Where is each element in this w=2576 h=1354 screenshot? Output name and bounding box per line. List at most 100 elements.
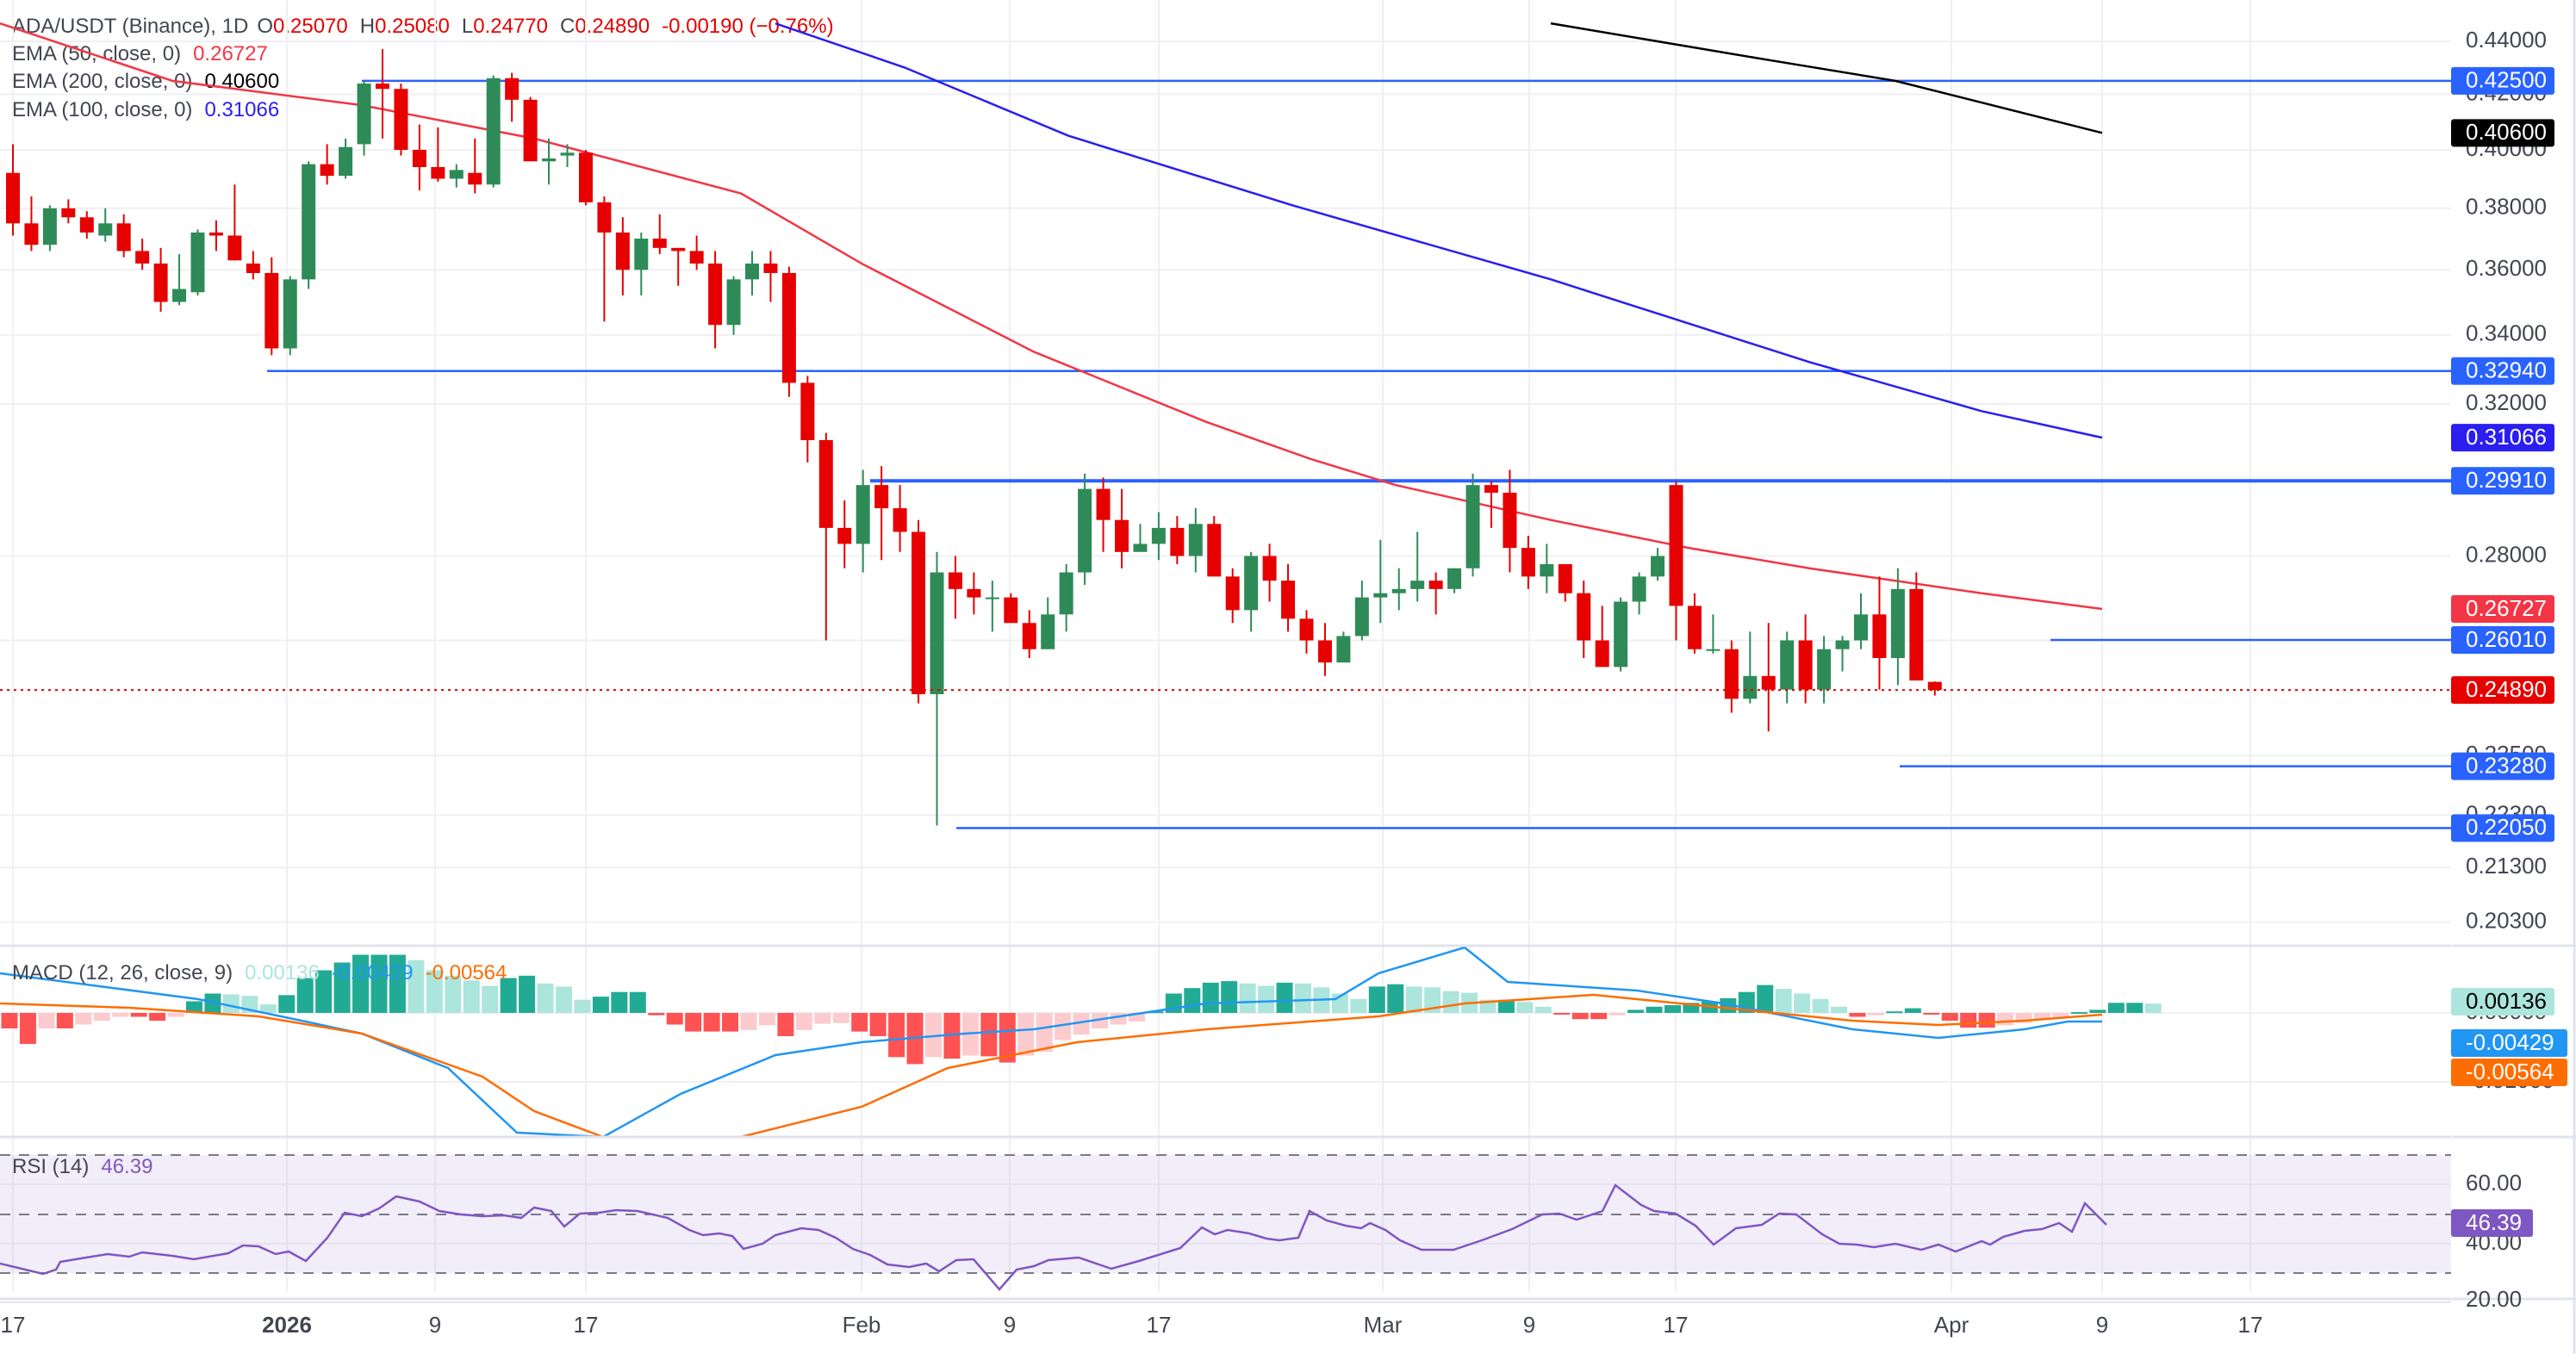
candle-body	[1151, 527, 1166, 544]
macd-histogram-bar	[537, 983, 554, 1013]
price-badge	[2451, 625, 2554, 654]
macd-histogram-bar	[1, 1013, 18, 1028]
price-axis[interactable]: 0.440000.420000.400000.380000.360000.340…	[2451, 27, 2567, 1312]
macd-histogram-bar	[648, 1013, 665, 1016]
candle-body	[1817, 649, 1832, 690]
candle-body	[1503, 493, 1517, 549]
candle-body	[1133, 543, 1148, 552]
macd-histogram-bar	[1387, 984, 1404, 1013]
time-axis-label: Feb	[843, 1312, 881, 1338]
signal-line	[0, 993, 2103, 1139]
candle-body	[339, 146, 353, 177]
candle-body	[1115, 519, 1129, 552]
macd-histogram-bar	[980, 1013, 998, 1057]
candle-body	[1577, 593, 1591, 641]
macd-histogram-bar	[296, 978, 314, 1013]
macd-histogram-bar	[75, 1013, 92, 1025]
macd-histogram-bar	[222, 994, 240, 1013]
candle-body	[763, 263, 778, 273]
ema200-line	[1550, 22, 2103, 134]
macd-histogram-bar	[2144, 1003, 2162, 1013]
ema50-legend[interactable]: EMA (50, close, 0) 0.26727	[12, 41, 280, 67]
macd-histogram-bar	[611, 991, 628, 1013]
candle-body	[837, 527, 852, 544]
macd-histogram-bar	[1849, 1013, 1866, 1017]
macd-histogram-bar	[1147, 1011, 1164, 1014]
macd-histogram-bar	[1405, 986, 1422, 1013]
ema100-legend[interactable]: EMA (100, close, 0) 0.31066	[12, 97, 291, 123]
price-badge-text: 0.32940	[2466, 357, 2547, 383]
macd-histogram-bar	[1904, 1008, 1921, 1013]
price-tick-label: 0.20300	[2466, 908, 2547, 934]
candle-body	[930, 572, 944, 694]
macd-histogram-bar	[2034, 1013, 2050, 1021]
macd-histogram-bar	[1276, 982, 1293, 1013]
horizontal-levels[interactable]	[267, 79, 2451, 829]
rsi-legend[interactable]: RSI (14) 46.39	[12, 1154, 165, 1180]
macd-legend[interactable]: MACD (12, 26, close, 9) 0.00136 -0.00429 -0…	[12, 960, 519, 986]
macd-histogram-bar	[1184, 988, 1201, 1013]
candle-body	[61, 208, 76, 218]
candle-body	[1706, 649, 1720, 651]
rsi-badge	[2451, 1209, 2533, 1237]
candle-body	[283, 279, 297, 349]
price-badge	[2451, 676, 2554, 705]
price-badge-text: 0.26727	[2466, 595, 2547, 621]
candle-body	[135, 251, 150, 264]
macd-histogram-bar	[832, 1013, 849, 1023]
macd-histogram-bar	[943, 1013, 961, 1059]
candle-body	[412, 150, 426, 167]
macd-histogram-bar	[1497, 999, 1515, 1013]
macd-histogram-bar	[1960, 1013, 1977, 1028]
ema200-legend[interactable]: EMA (200, close, 0) 0.40600	[12, 69, 291, 95]
macd-histogram-bar	[463, 980, 480, 1013]
price-tick-label: 0.28000	[2466, 541, 2547, 567]
price-tick-label: 0.34000	[2466, 320, 2547, 346]
candle-body	[208, 232, 223, 236]
macd-histogram-bar	[1295, 983, 1311, 1013]
candle-body	[1354, 597, 1369, 637]
grid-lines	[0, 0, 2451, 1292]
candle-body	[1780, 640, 1795, 690]
candle-body	[893, 508, 907, 532]
candle-body	[1059, 572, 1073, 615]
candle-body	[1595, 640, 1609, 668]
macd-histogram-bar	[1794, 993, 1811, 1013]
candle-body	[1669, 485, 1683, 606]
candle-body	[985, 597, 999, 599]
candle-body	[967, 588, 981, 598]
macd-line-badge	[2451, 1029, 2567, 1057]
macd-histogram-bar	[500, 978, 517, 1013]
macd-histogram-bar	[1239, 983, 1256, 1013]
candle-body	[726, 279, 741, 326]
candle-body	[1854, 614, 1868, 641]
time-axis-label: Mar	[1364, 1312, 1403, 1338]
macd-histogram-bar	[1941, 1013, 1958, 1021]
candle-body	[1927, 681, 1942, 691]
macd-histogram-bar	[851, 1013, 868, 1032]
candle-body	[1687, 606, 1702, 649]
macd-histogram-bar	[814, 1013, 831, 1024]
candle-body	[1078, 488, 1092, 573]
candle-body	[689, 251, 704, 264]
macd-histogram-bar	[2126, 1003, 2144, 1013]
candle-body	[1188, 524, 1203, 556]
candle-body	[1761, 675, 1776, 690]
macd-histogram-bar	[315, 970, 333, 1013]
macd-histogram-bar	[740, 1013, 757, 1030]
candle-body	[227, 235, 242, 261]
macd-histogram-bar	[1831, 1006, 1848, 1013]
macd-histogram-bar	[333, 962, 351, 1013]
macd-histogram-bar	[1571, 1013, 1589, 1020]
symbol-title: ADA/USDT (Binance), 1D	[12, 15, 249, 38]
ema100-label: EMA (100, close, 0)	[12, 98, 193, 121]
macd-histogram-bar	[167, 1013, 184, 1017]
time-axis[interactable]: 17 2026 9 17 Feb 9 17 Mar 9 17 Apr 9 17	[1, 1312, 2263, 1338]
candle-body	[560, 152, 575, 156]
price-badge-text: 0.22050	[2466, 814, 2547, 840]
price-badge	[2451, 752, 2554, 780]
macd-histogram-bar	[1017, 1013, 1035, 1056]
price-badge-text: 0.31066	[2466, 424, 2547, 450]
candle-body	[671, 247, 686, 252]
